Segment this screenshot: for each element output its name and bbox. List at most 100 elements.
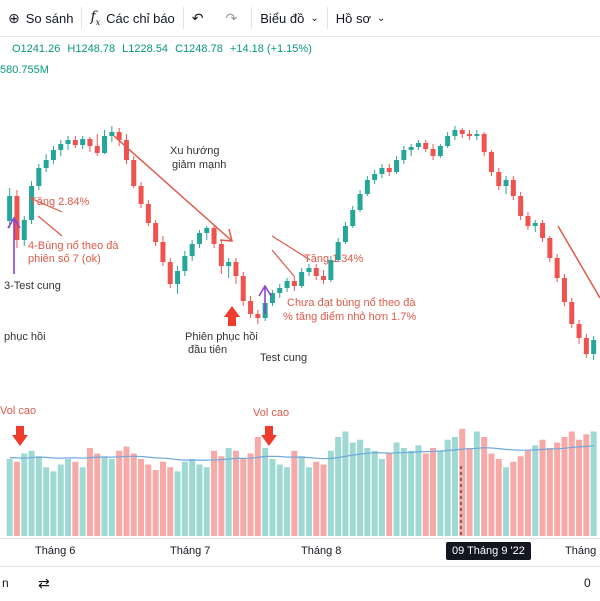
- volume-bar: [466, 448, 473, 536]
- toolbar-divider: [326, 7, 328, 29]
- volume-bar: [130, 453, 137, 536]
- profile-menu-button[interactable]: Hồ sơ ⌄: [328, 0, 394, 36]
- volume-bar: [94, 453, 101, 536]
- chevron-down-icon: ⌄: [377, 12, 386, 24]
- volume-ma-line: [9, 445, 594, 461]
- candle-body: [102, 136, 108, 153]
- candle: [496, 168, 502, 190]
- candle: [408, 144, 414, 156]
- candle-body: [591, 340, 597, 354]
- volume-bar: [159, 461, 166, 536]
- candle-body: [131, 160, 137, 186]
- annotation-giam-manh: giảm mạnh: [172, 159, 227, 171]
- candle-body: [29, 186, 35, 220]
- candle-body: [415, 143, 421, 147]
- candle-body: [313, 268, 319, 276]
- candle: [474, 130, 480, 140]
- candle: [116, 128, 122, 146]
- candle-body: [255, 314, 261, 318]
- redo-icon: ↷: [225, 9, 238, 26]
- redo-button[interactable]: ↷: [218, 0, 252, 36]
- time-axis[interactable]: Tháng 6 Tháng 7 Tháng 8 Tháng 09 Tháng 9…: [0, 538, 600, 565]
- candle-body: [576, 324, 582, 338]
- candle: [591, 336, 597, 360]
- red-down-arrow-mid: [261, 426, 277, 446]
- candle-body: [583, 338, 589, 354]
- candle: [569, 298, 575, 328]
- candle: [269, 290, 275, 306]
- volume-bar: [174, 471, 181, 536]
- candle-body: [394, 160, 400, 172]
- legend-open: O1241.26: [12, 43, 61, 55]
- candle: [145, 200, 151, 226]
- volume-bar: [123, 446, 130, 536]
- candle-body: [525, 216, 531, 226]
- candle-body: [299, 272, 305, 286]
- candle: [503, 176, 509, 194]
- candle-body: [43, 160, 49, 168]
- candle: [94, 134, 100, 156]
- candle-body: [342, 226, 348, 242]
- candle-body: [160, 242, 166, 262]
- volume-bar: [152, 470, 159, 536]
- volume-bar: [101, 456, 108, 536]
- volume-bar: [86, 448, 93, 536]
- candle: [248, 296, 254, 318]
- chevron-down-icon: ⌄: [310, 12, 319, 24]
- volume-bar: [79, 467, 86, 536]
- toolbar-divider: [81, 7, 83, 29]
- volume-bar: [437, 450, 444, 536]
- candle: [445, 132, 451, 148]
- price-chart[interactable]: [0, 36, 600, 538]
- candle-body: [437, 146, 443, 156]
- candle-body: [72, 140, 78, 145]
- candle-body: [138, 186, 144, 204]
- indicators-button[interactable]: fx Các chỉ báo: [82, 0, 182, 36]
- annotation-bung-no-2: phiên số 7 (ok): [28, 253, 101, 265]
- candle: [218, 240, 224, 274]
- candle-body: [116, 132, 122, 140]
- volume-bar: [211, 450, 218, 536]
- candle: [291, 276, 297, 291]
- annotation-bung-no-1: 4-Bùng nổ theo đà: [28, 240, 119, 252]
- compare-button[interactable]: ⊕ So sánh: [0, 0, 81, 36]
- chart-menu-label: Biểu đồ: [260, 10, 305, 26]
- chart-menu-button[interactable]: Biểu đồ ⌄: [252, 0, 326, 36]
- annotation-phuc-hoi: phục hồi: [4, 331, 46, 343]
- candle-body: [540, 223, 546, 238]
- volume-bar: [386, 453, 393, 536]
- volume-bar: [378, 459, 385, 536]
- pointer-arrow-bungno: [37, 215, 63, 237]
- time-tick: Tháng 7: [170, 545, 211, 557]
- candle: [182, 251, 188, 276]
- candle-body: [452, 130, 458, 136]
- candle: [14, 190, 20, 248]
- candle-body: [430, 149, 436, 156]
- undo-button[interactable]: ↶: [184, 0, 218, 36]
- time-tick: Tháng 8: [301, 545, 342, 557]
- candle: [196, 230, 202, 248]
- candle-body: [123, 140, 129, 160]
- candle: [138, 182, 144, 208]
- candle: [72, 136, 78, 148]
- volume-bar: [108, 459, 115, 536]
- candle-body: [372, 174, 378, 180]
- volume-bar: [116, 450, 123, 536]
- volume-bar: [590, 431, 597, 536]
- volume-bar: [576, 439, 583, 536]
- volume-bar: [138, 459, 145, 536]
- candle: [583, 334, 589, 358]
- candle: [87, 137, 93, 152]
- volume-bar: [400, 448, 407, 536]
- ohlc-legend: O1241.26 H1248.78 L1228.54 C1248.78 +14.…: [12, 43, 316, 55]
- candle: [153, 220, 159, 246]
- candle-body: [277, 288, 283, 293]
- toolbar-divider: [182, 7, 184, 29]
- volume-bar: [305, 467, 312, 536]
- volume-bar: [28, 450, 35, 536]
- volume-bar: [240, 459, 247, 536]
- candle: [313, 264, 319, 280]
- volume-bar: [408, 450, 415, 536]
- calendar-range-icon[interactable]: ⇄: [38, 575, 50, 591]
- candle: [226, 258, 232, 278]
